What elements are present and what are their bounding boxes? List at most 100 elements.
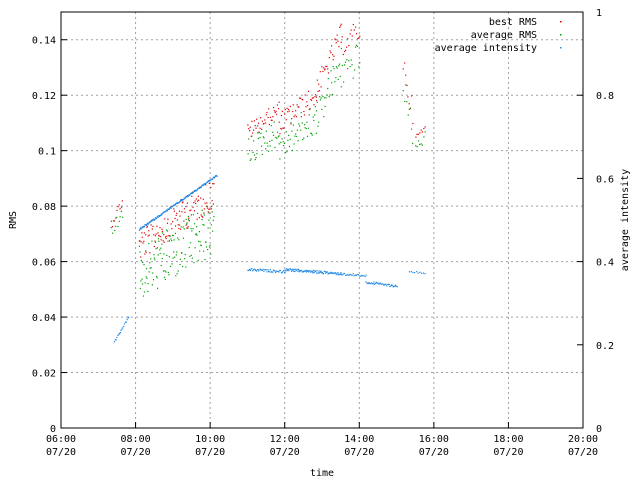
data-point	[320, 271, 322, 273]
data-point	[394, 284, 397, 286]
data-point	[417, 140, 420, 142]
data-point	[175, 202, 177, 205]
data-point	[162, 270, 165, 272]
series-average-intensity	[113, 174, 426, 343]
data-point	[365, 274, 367, 276]
data-point	[183, 208, 186, 210]
data-point	[259, 137, 261, 139]
data-point	[325, 97, 327, 99]
data-point	[202, 184, 204, 187]
data-point	[170, 223, 172, 225]
data-point	[201, 209, 203, 211]
data-point	[207, 211, 209, 213]
data-point	[143, 263, 145, 266]
data-point	[320, 97, 322, 99]
data-point	[151, 284, 153, 286]
data-point	[333, 68, 335, 70]
data-point	[202, 250, 205, 252]
data-point	[290, 123, 292, 125]
data-point	[178, 201, 181, 203]
data-point	[200, 197, 202, 199]
data-point	[210, 205, 212, 208]
y2-tick-labels: 0 0.2 0.4 0.6 0.8 1	[596, 8, 614, 435]
legend-label: average RMS	[471, 30, 537, 41]
data-point	[212, 230, 214, 232]
y-tick-label: 0.1	[38, 147, 56, 158]
data-point	[162, 232, 164, 234]
data-point	[288, 134, 290, 137]
data-point	[268, 108, 270, 110]
data-point	[393, 285, 395, 287]
data-point	[151, 220, 153, 222]
data-point	[309, 270, 311, 272]
data-point	[308, 269, 310, 272]
data-point	[115, 225, 117, 227]
data-point	[251, 120, 253, 122]
data-point	[276, 137, 278, 139]
data-point	[285, 131, 287, 133]
data-point	[289, 105, 291, 108]
x-tick-labels: 06:00 07/20 08:00 07/20 10:00 07/20 12:00 07/20…	[46, 434, 598, 458]
data-point	[358, 37, 360, 39]
data-point	[279, 269, 282, 272]
data-point	[328, 272, 330, 275]
data-point	[337, 40, 339, 42]
data-point	[195, 198, 197, 200]
data-point	[278, 271, 280, 273]
data-point	[257, 137, 259, 140]
data-point	[323, 67, 325, 69]
data-point	[312, 116, 314, 118]
data-point	[185, 205, 187, 208]
data-point	[125, 321, 127, 323]
data-point	[187, 215, 189, 218]
data-point	[119, 208, 121, 210]
data-point	[277, 271, 279, 273]
data-point	[157, 232, 159, 234]
data-point	[250, 158, 252, 160]
y2-axis-label: average intensity	[620, 169, 631, 271]
data-point	[203, 183, 205, 185]
data-point	[424, 273, 426, 275]
data-point	[190, 214, 192, 216]
data-point	[316, 272, 318, 274]
data-point	[157, 238, 160, 240]
data-point	[251, 268, 253, 270]
data-point	[211, 200, 213, 202]
data-point	[145, 268, 148, 270]
data-point	[154, 240, 156, 242]
data-point	[342, 53, 344, 56]
data-point	[148, 242, 150, 245]
data-point	[181, 199, 183, 201]
data-point	[407, 114, 409, 116]
data-point	[196, 218, 198, 220]
data-point	[138, 245, 141, 247]
data-point	[156, 247, 159, 249]
data-point	[344, 49, 347, 51]
data-point	[358, 66, 360, 68]
data-point	[171, 239, 173, 242]
data-point	[163, 241, 165, 243]
data-point	[191, 195, 193, 197]
data-point	[182, 199, 184, 201]
data-point	[182, 201, 184, 203]
data-point	[185, 224, 187, 226]
data-point	[295, 110, 297, 112]
data-point	[146, 222, 149, 224]
x-tick-label-time: 06:00	[46, 434, 76, 445]
data-point	[247, 153, 249, 155]
data-point	[196, 226, 198, 228]
data-point	[149, 220, 151, 223]
legend-label: best RMS	[489, 17, 537, 28]
data-point	[323, 69, 326, 71]
data-point	[187, 226, 189, 228]
data-point	[204, 183, 207, 185]
data-point	[160, 239, 162, 241]
data-point	[310, 132, 313, 135]
data-point	[178, 224, 181, 226]
data-point	[355, 274, 357, 276]
data-point	[180, 198, 182, 201]
data-point	[335, 39, 337, 41]
legend: best RMS average RMS average intensity	[435, 17, 562, 54]
data-point	[155, 233, 157, 235]
data-point	[276, 104, 278, 106]
